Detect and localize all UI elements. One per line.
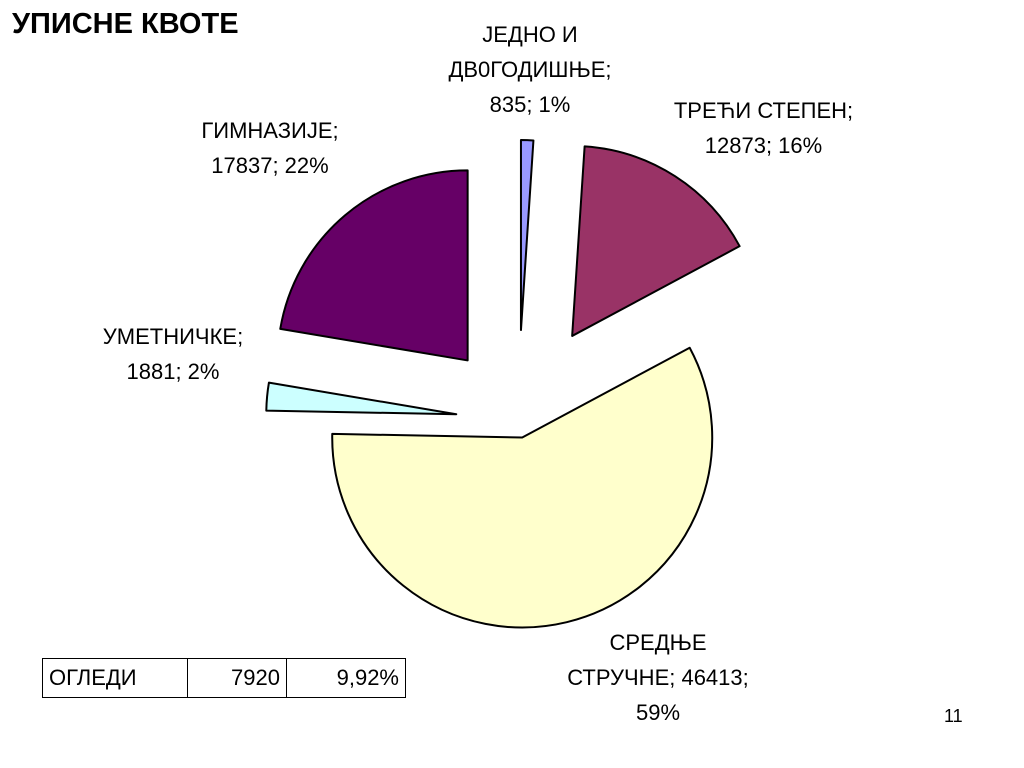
ogledi-label-cell: ОГЛЕДИ <box>42 658 188 698</box>
slice-label-line: ГИМНАЗИЈЕ; <box>201 118 339 143</box>
page-number: 11 <box>944 706 963 726</box>
table-row: ОГЛЕДИ 7920 9,92% <box>42 658 406 698</box>
slice-label-line: УМЕТНИЧКЕ; <box>102 324 244 349</box>
slice-label-umetnicke: УМЕТНИЧКЕ; 1881; 2% <box>58 319 288 389</box>
slice-label-line: 835; 1% <box>489 92 571 117</box>
slice-label-line: 59% <box>635 700 681 725</box>
slice-label-srednje-strucne: СРЕДЊЕ СТРУЧНЕ; 46413; 59% <box>528 625 788 730</box>
slice-label-gimnazije: ГИМНАЗИЈЕ; 17837; 22% <box>150 113 390 183</box>
pie-slice-3 <box>331 346 714 629</box>
ogledi-table: ОГЛЕДИ 7920 9,92% <box>42 658 406 698</box>
ogledi-count-cell: 7920 <box>187 658 287 698</box>
pie-slice-4 <box>265 381 458 416</box>
pie-slice-2 <box>571 145 741 337</box>
slice-label-jedno-i-dvogodisnje: ЈЕДНО И ДВ0ГОДИШЊЕ; 835; 1% <box>410 17 650 122</box>
slice-label-treci-stepen: ТРЕЋИ СТЕПЕН; 12873; 16% <box>636 93 891 163</box>
pie-slice-5 <box>279 169 469 362</box>
slice-label-line: СТРУЧНЕ; 46413; <box>567 665 749 690</box>
page-title: УПИСНЕ КВОТЕ <box>12 8 239 40</box>
slice-label-line: 1881; 2% <box>126 359 220 384</box>
slice-label-line: 12873; 16% <box>704 133 823 158</box>
slice-label-line: СРЕДЊЕ <box>609 630 707 655</box>
ogledi-percent-cell: 9,92% <box>286 658 406 698</box>
slice-label-line: 17837; 22% <box>211 153 329 178</box>
slice-label-line: ЈЕДНО И <box>482 22 578 47</box>
slice-label-line: ТРЕЋИ СТЕПЕН; <box>673 98 854 123</box>
pie-slice-1 <box>519 139 535 332</box>
slice-label-line: ДВ0ГОДИШЊЕ; <box>448 57 612 82</box>
